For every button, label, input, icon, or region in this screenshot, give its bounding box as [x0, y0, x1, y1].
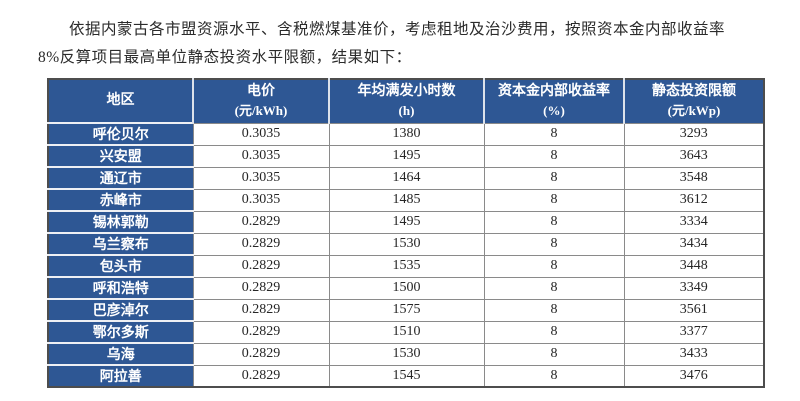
- region-cell: 锡林郭勒: [48, 210, 193, 233]
- table-row: 兴安盟 0.3035 1495 8 3643: [48, 144, 765, 168]
- table-row: 阿拉善 0.2829 1545 8 3476: [48, 364, 765, 388]
- table-row: 鄂尔多斯 0.2829 1510 8 3377: [48, 320, 765, 344]
- value-cell: 1495: [328, 210, 485, 234]
- value-cell: 0.3035: [192, 144, 330, 168]
- value-cell: 1500: [328, 276, 485, 300]
- value-cell: 1535: [328, 254, 485, 278]
- column-header-unit: (%): [543, 102, 565, 118]
- column-header-label: 静态投资限额: [652, 84, 736, 100]
- value-cell: 3334: [623, 210, 765, 234]
- value-cell: 1464: [328, 166, 485, 190]
- table-body: 呼伦贝尔 0.3035 1380 8 3293 兴安盟 0.3035 1495 8 3643 通辽市…: [48, 122, 765, 388]
- value-cell: 8: [483, 320, 625, 344]
- value-cell: 1530: [328, 232, 485, 256]
- value-cell: 1495: [328, 144, 485, 168]
- value-cell: 1545: [328, 364, 485, 388]
- region-cell: 包头市: [48, 254, 193, 277]
- table-row: 包头市 0.2829 1535 8 3448: [48, 254, 765, 278]
- value-cell: 8: [483, 188, 625, 212]
- value-cell: 1530: [328, 342, 485, 366]
- column-header-label: 电价: [247, 84, 275, 100]
- value-cell: 3612: [623, 188, 765, 212]
- region-cell: 呼和浩特: [48, 276, 193, 299]
- column-header-unit: (h): [398, 102, 415, 118]
- region-cell: 乌海: [48, 342, 193, 365]
- value-cell: 8: [483, 342, 625, 366]
- column-header-4: 静态投资限额 (元/kWp): [623, 79, 764, 123]
- region-cell: 阿拉善: [48, 364, 193, 387]
- value-cell: 0.3035: [192, 122, 330, 146]
- value-cell: 1510: [328, 320, 485, 344]
- value-cell: 1485: [328, 188, 485, 212]
- column-header-unit: (元/kWh): [234, 102, 288, 118]
- value-cell: 8: [483, 298, 625, 322]
- value-cell: 0.2829: [192, 298, 330, 322]
- value-cell: 3448: [623, 254, 765, 278]
- column-header-label: 资本金内部收益率: [498, 84, 610, 100]
- value-cell: 3476: [623, 364, 765, 388]
- column-header-2: 年均满发小时数 (h): [328, 79, 484, 123]
- investment-limit-table: 地区 电价 (元/kWh) 年均满发小时数 (h) 资本金内部收益率 (%) 静态投资限额 (元…: [47, 78, 765, 388]
- column-header-0: 地区: [48, 79, 193, 123]
- value-cell: 1380: [328, 122, 485, 146]
- value-cell: 8: [483, 232, 625, 256]
- table-row: 乌海 0.2829 1530 8 3433: [48, 342, 765, 366]
- column-header-unit: (元/kWp): [667, 102, 721, 118]
- region-cell: 鄂尔多斯: [48, 320, 193, 343]
- value-cell: 3349: [623, 276, 765, 300]
- value-cell: 0.2829: [192, 254, 330, 278]
- column-header-label: 年均满发小时数: [357, 84, 456, 100]
- value-cell: 3434: [623, 232, 765, 256]
- region-cell: 呼伦贝尔: [48, 122, 193, 145]
- value-cell: 3561: [623, 298, 765, 322]
- region-cell: 赤峰市: [48, 188, 193, 211]
- value-cell: 8: [483, 122, 625, 146]
- value-cell: 0.2829: [192, 342, 330, 366]
- value-cell: 3433: [623, 342, 765, 366]
- value-cell: 3377: [623, 320, 765, 344]
- value-cell: 0.2829: [192, 364, 330, 388]
- value-cell: 0.2829: [192, 232, 330, 256]
- value-cell: 8: [483, 210, 625, 234]
- region-cell: 兴安盟: [48, 144, 193, 167]
- value-cell: 0.2829: [192, 320, 330, 344]
- column-header-label: 地区: [106, 92, 135, 108]
- value-cell: 3643: [623, 144, 765, 168]
- intro-paragraph: 依据内蒙古各市盟资源水平、含税燃煤基准价，考虑租地及治沙费用，按照资本金内部收益…: [38, 21, 726, 66]
- region-cell: 通辽市: [48, 166, 193, 189]
- value-cell: 0.2829: [192, 210, 330, 234]
- table-row: 赤峰市 0.3035 1485 8 3612: [48, 188, 765, 212]
- table-row: 通辽市 0.3035 1464 8 3548: [48, 166, 765, 190]
- value-cell: 8: [483, 144, 625, 168]
- table-row: 呼伦贝尔 0.3035 1380 8 3293: [48, 122, 765, 146]
- region-cell: 乌兰察布: [48, 232, 193, 255]
- value-cell: 8: [483, 166, 625, 190]
- column-header-3: 资本金内部收益率 (%): [483, 79, 624, 123]
- value-cell: 0.3035: [192, 188, 330, 212]
- value-cell: 1575: [328, 298, 485, 322]
- value-cell: 3293: [623, 122, 765, 146]
- column-header-1: 电价 (元/kWh): [192, 79, 329, 123]
- value-cell: 0.3035: [192, 166, 330, 190]
- value-cell: 8: [483, 254, 625, 278]
- value-cell: 3548: [623, 166, 765, 190]
- table-header-row: 地区 电价 (元/kWh) 年均满发小时数 (h) 资本金内部收益率 (%) 静态投资限额 (元…: [48, 79, 764, 123]
- table-row: 巴彦淖尔 0.2829 1575 8 3561: [48, 298, 765, 322]
- table-row: 乌兰察布 0.2829 1530 8 3434: [48, 232, 765, 256]
- value-cell: 8: [483, 364, 625, 388]
- table-row: 呼和浩特 0.2829 1500 8 3349: [48, 276, 765, 300]
- region-cell: 巴彦淖尔: [48, 298, 193, 321]
- value-cell: 8: [483, 276, 625, 300]
- table-row: 锡林郭勒 0.2829 1495 8 3334: [48, 210, 765, 234]
- value-cell: 0.2829: [192, 276, 330, 300]
